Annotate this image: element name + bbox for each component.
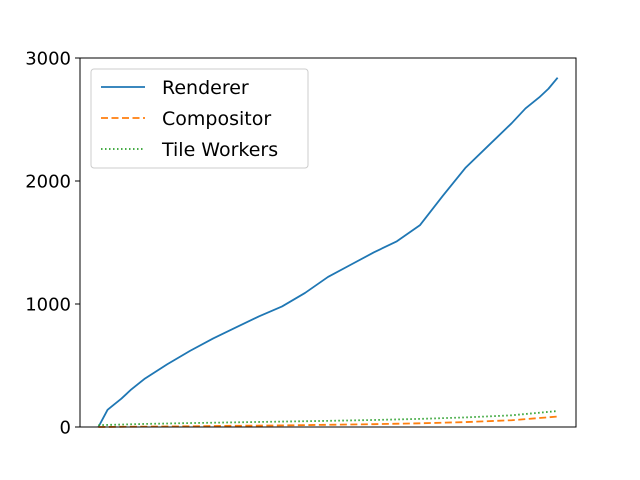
- legend-label: Renderer: [162, 77, 249, 99]
- y-tick-label: 2000: [25, 172, 71, 193]
- y-tick-label: 1000: [25, 295, 71, 316]
- y-axis: 0 1000 2000 3000: [25, 49, 80, 439]
- plot-frame: [79, 57, 577, 428]
- legend-box: [90, 68, 309, 169]
- series-line-compositor: [98, 415, 558, 428]
- series-layer: [97, 77, 559, 428]
- series-line-renderer: [97, 77, 559, 428]
- series-line-tile-workers: [98, 410, 558, 427]
- legend: Renderer Compositor Tile Workers: [90, 68, 309, 169]
- legend-label: Tile Workers: [161, 139, 278, 161]
- y-tick-label: 3000: [25, 49, 71, 70]
- y-tick-label: 0: [60, 418, 71, 439]
- legend-label: Compositor: [162, 108, 271, 130]
